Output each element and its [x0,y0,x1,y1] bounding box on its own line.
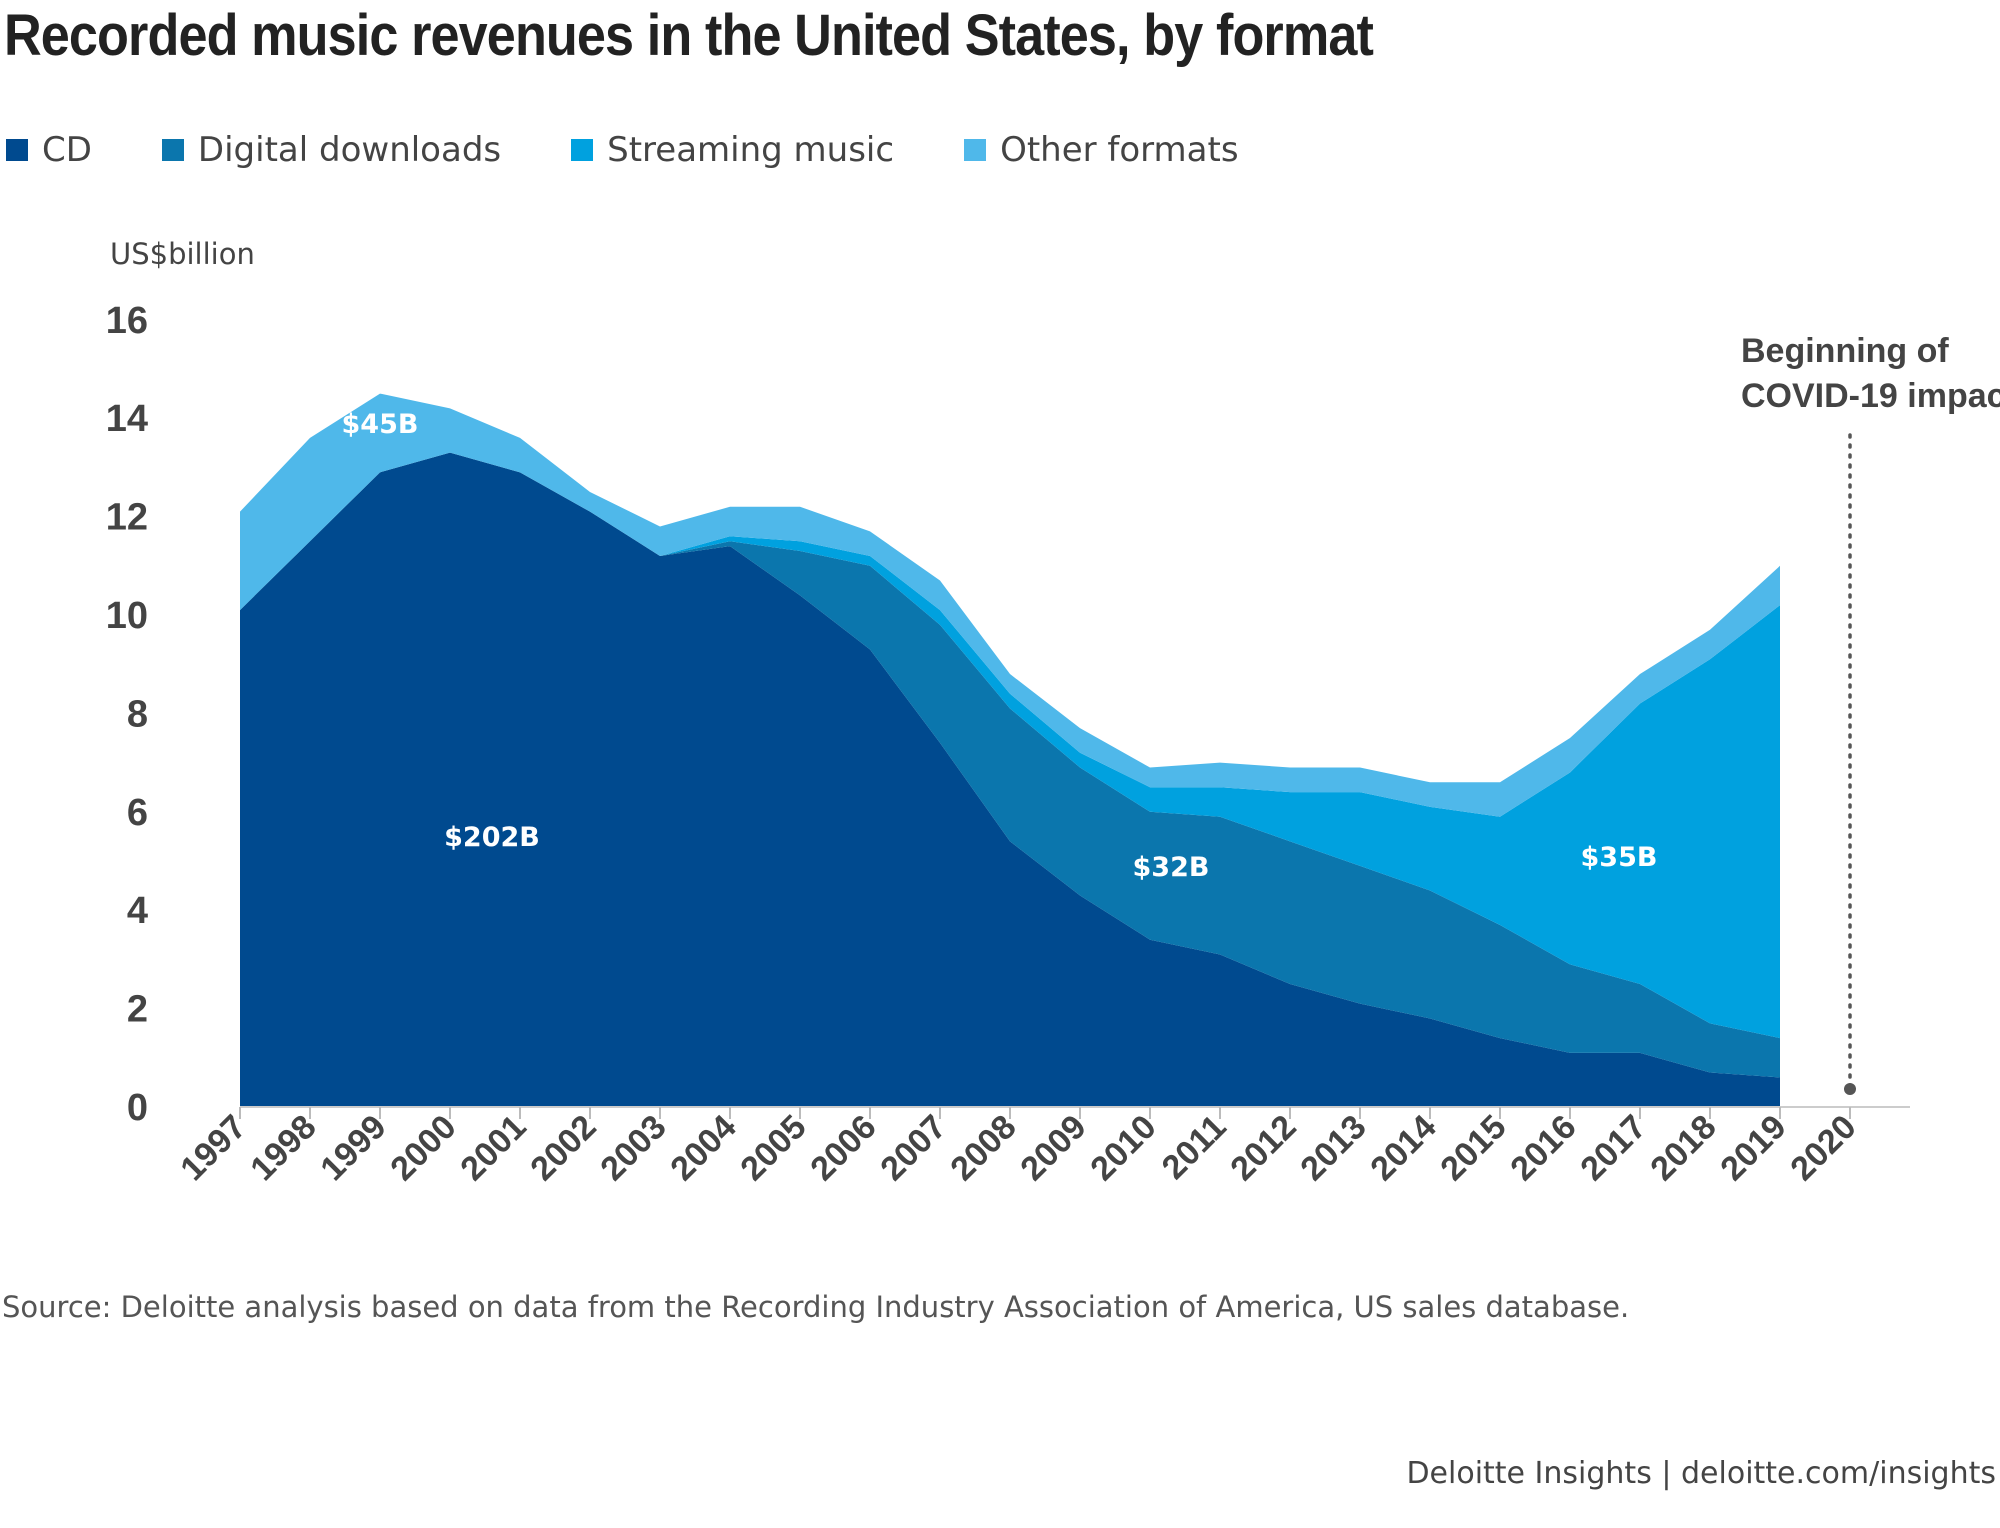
legend-label-digital-downloads: Digital downloads [197,130,502,170]
y-axis-unit-label: US$billion [110,237,255,271]
legend-item-other-formats: Other formats [964,130,1239,170]
y-tick-label: 4 [127,890,148,932]
y-tick-label: 10 [106,595,148,637]
x-tick-label: 2014 [1363,1108,1443,1188]
legend-label-cd: CD [42,130,92,170]
x-tick-label: 2009 [1013,1108,1093,1188]
x-tick-label: 2006 [803,1108,883,1188]
x-tick-label: 2015 [1433,1108,1513,1188]
legend: CD Digital downloads Streaming music Oth… [6,130,1239,170]
area-digital-downloads [240,452,1780,1078]
x-tick-label: 2020 [1783,1108,1863,1188]
legend-item-streaming-music: Streaming music [571,130,894,170]
covid-dot [1844,1083,1856,1095]
annotations-group: $45B $202B $32B $35B [342,409,1658,883]
y-tick-label: 8 [127,693,148,735]
legend-item-cd: CD [6,130,92,170]
x-tick-label: 2008 [943,1108,1023,1188]
x-tick-label: 1997 [173,1108,253,1188]
area-other-formats [240,393,1780,817]
covid-annotation-line: Beginning of [1741,332,1949,370]
x-tick-label: 2007 [873,1108,953,1188]
x-tick-label: 2016 [1503,1108,1583,1188]
x-axis: 1997199819992000200120022003200420052006… [173,1107,1864,1188]
y-tick-label: 16 [106,300,148,342]
areas-group [240,393,1910,1108]
y-tick-label: 2 [127,989,148,1031]
area-cd [240,452,1780,1107]
area-streaming-music [240,452,1780,1039]
legend-swatch-streaming-music [571,139,594,161]
x-tick-label: 2018 [1643,1108,1723,1188]
legend-label-streaming-music: Streaming music [607,130,895,170]
legend-item-digital-downloads: Digital downloads [161,130,502,170]
brand-credit: Deloitte Insights | deloitte.com/insight… [1406,1456,1996,1491]
x-tick-label: 2013 [1293,1108,1373,1188]
area-value-label: $35B [1581,842,1658,873]
x-tick-label: 1998 [243,1108,323,1188]
x-tick-label: 2000 [383,1108,463,1188]
y-tick-label: 6 [127,792,148,834]
legend-swatch-cd [6,139,28,161]
x-tick-label: 2002 [523,1108,603,1188]
covid-annotation-line: COVID-19 impact [1741,377,2000,415]
x-tick-label: 1999 [313,1108,393,1188]
chart-title: Recorded music revenues in the United St… [4,3,1374,68]
x-tick-label: 2019 [1713,1108,1793,1188]
x-tick-label: 2003 [593,1108,673,1188]
x-tick-label: 2001 [453,1108,533,1188]
x-tick-label: 2005 [733,1108,813,1188]
y-tick-label: 0 [127,1087,148,1129]
y-axis: 0 2 4 6 8 10 12 14 16 [106,300,148,1129]
legend-swatch-other-formats [964,139,987,161]
x-tick-label: 2017 [1573,1108,1653,1188]
legend-label-other-formats: Other formats [1000,130,1239,170]
source-note: Source: Deloitte analysis based on data … [2,1290,1630,1324]
y-tick-label: 14 [106,398,148,440]
legend-swatch-digital-downloads [161,139,184,161]
x-tick-label: 2011 [1155,1108,1234,1187]
x-tick-label: 2012 [1223,1108,1303,1188]
covid-marker: Beginning of COVID-19 impact [1741,332,2000,1095]
x-tick-label: 2010 [1083,1108,1163,1188]
area-value-label: $202B [444,822,540,853]
area-value-label: $32B [1133,852,1210,883]
area-value-label: $45B [342,409,419,440]
y-tick-label: 12 [106,497,148,539]
x-tick-label: 2004 [663,1108,743,1188]
